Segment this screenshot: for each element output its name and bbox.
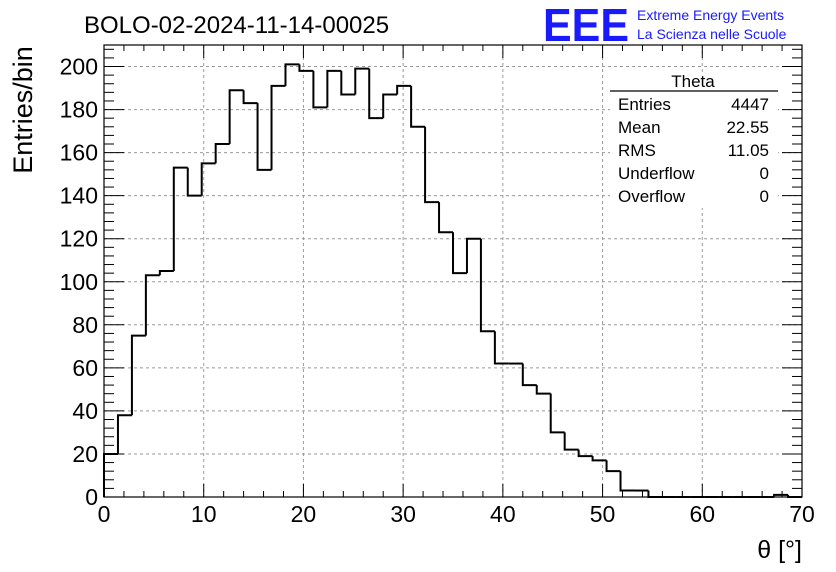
histogram-bin [577,449,593,458]
logo-line-2: La Scienza nelle Scuole [637,26,787,42]
axes: 0 10 20 30 40 50 60 70 0 20 40 60 80 100 120 140 160 180 2… [60,45,815,527]
x-tick-label: 50 [590,501,616,527]
stat-value: 4447 [731,95,769,114]
x-tick-label: 40 [490,501,516,527]
histogram-bin [396,84,412,95]
y-tick-label: 60 [72,355,98,381]
stat-value: 11.05 [728,141,769,160]
y-tick-label: 100 [60,269,98,295]
stat-label: Entries [618,95,671,114]
y-tick-label: 40 [72,398,98,424]
stat-label: RMS [618,141,656,160]
histogram-bin [452,232,467,275]
histogram-bin [591,456,607,462]
histogram-bin [424,126,440,204]
histogram-bin [144,274,160,336]
histogram-series [103,63,802,498]
x-axis-label: θ [°] [757,536,802,564]
eee-logo-text: EEE [543,0,629,51]
stats-box: Theta Entries 4447 Mean 22.55 RMS 11.05 … [610,72,778,208]
histogram-bin [298,64,314,72]
y-tick-label: 0 [85,484,98,510]
y-tick-label: 120 [60,226,98,252]
stat-label: Underflow [618,164,695,183]
histogram-bin [368,68,384,120]
histogram-bin [479,238,495,333]
histogram-bin [535,385,551,395]
y-tick-label: 180 [60,97,98,123]
eee-logo: EEE Extreme Energy Events La Scienza nel… [543,0,787,51]
histogram-bin [172,166,188,271]
x-tick-label: 20 [291,501,317,527]
y-tick-label: 140 [60,183,98,209]
histogram-bin [619,471,635,492]
y-tick-label: 20 [72,441,98,467]
x-tick-label: 70 [789,501,815,527]
histogram-bin [186,167,202,197]
histogram-bin [242,90,258,105]
histogram-bin [228,89,244,145]
stat-label: Overflow [618,187,686,206]
histogram-bin [256,103,272,171]
stat-value: 22.55 [726,118,769,137]
histogram-bin [340,70,356,96]
x-tick-label: 30 [390,501,416,527]
x-tick-label: 0 [98,501,111,527]
histogram-bin [382,93,398,119]
histogram-bin [354,67,370,95]
plot-frame [103,44,803,498]
histogram-bin [410,85,426,128]
x-tick-label: 60 [689,501,715,527]
histogram-bin [158,270,174,276]
histogram-bin [116,414,132,454]
logo-line-1: Extreme Energy Events [637,7,784,23]
y-tick-label: 80 [72,312,98,338]
histogram-bin [214,143,230,164]
stats-title: Theta [671,72,715,91]
histogram-bin [549,393,565,434]
histogram-bin [130,334,146,416]
histogram-bin [270,84,286,170]
histogram-bin [493,331,509,365]
grid-lines [104,45,802,497]
y-tick-label: 160 [60,140,98,166]
y-tick-label: 200 [60,54,98,80]
histogram-bin [284,63,300,86]
histogram-bin [326,69,342,108]
x-tick-label: 10 [191,501,217,527]
histogram-bin [312,70,328,109]
histogram-bin [521,363,537,387]
stat-value: 0 [760,164,769,183]
stats-background [610,74,778,208]
histogram-bin [438,202,453,234]
stat-label: Mean [618,118,661,137]
stat-value: 0 [760,187,769,206]
histogram-bin [200,162,216,196]
y-axis-label: Entries/bin [8,46,38,174]
histogram-bin [563,432,579,451]
histogram-bin [773,493,789,497]
histogram-bin [605,460,621,473]
histogram-bin [465,237,481,274]
run-title: BOLO-02-2024-11-14-00025 [84,12,389,39]
